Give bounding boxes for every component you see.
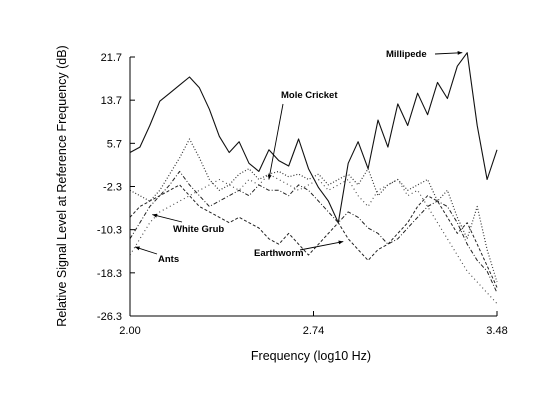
series-line-earthworm bbox=[129, 184, 498, 288]
series-line-white-grub bbox=[129, 170, 498, 294]
x-tick-label: 2.74 bbox=[303, 325, 324, 337]
annotation-arrowhead-mole-cricket bbox=[267, 174, 272, 180]
annotation-arrow-earthworm bbox=[299, 241, 344, 251]
annotation-arrowhead-earthworm bbox=[338, 240, 344, 245]
x-axis-title: Frequency (log10 Hz) bbox=[251, 349, 371, 363]
y-tick-label: 13.7 bbox=[101, 95, 122, 107]
y-axis-title: Relative Signal Level at Reference Frequ… bbox=[55, 45, 69, 326]
annotation-mole-cricket: Mole Cricket bbox=[281, 90, 338, 101]
annotation-arrow-white-grub bbox=[152, 214, 183, 223]
annotation-ants: Ants bbox=[158, 254, 179, 265]
y-tick-label: -2.3 bbox=[103, 182, 122, 194]
y-tick-label: 21.7 bbox=[101, 52, 122, 64]
y-tick-label: -10.3 bbox=[97, 225, 122, 237]
x-tick-label: 3.48 bbox=[486, 325, 507, 337]
series-line-mole-cricket bbox=[129, 138, 498, 283]
y-tick-label: -26.3 bbox=[97, 311, 122, 323]
series-lines bbox=[129, 52, 498, 304]
annotations: Millipede Mole Cricket White Grub Earthworm… bbox=[134, 49, 463, 265]
tick-labels: 21.7 13.7 5.7 -2.3 -10.3 -18.3 -26.3 2.00 2.74 3.… bbox=[97, 52, 508, 337]
annotation-arrowhead-white-grub bbox=[152, 213, 158, 218]
series-line-millipede bbox=[129, 52, 498, 224]
annotation-millipede: Millipede bbox=[386, 49, 427, 60]
y-tick-label: -18.3 bbox=[97, 268, 122, 280]
annotation-white-grub: White Grub bbox=[173, 224, 224, 235]
x-tick-label: 2.00 bbox=[119, 325, 140, 337]
annotation-arrowhead-ants bbox=[134, 246, 140, 251]
annotation-arrow-mole-cricket bbox=[268, 103, 284, 180]
annotation-arrowhead-millipede bbox=[457, 50, 463, 55]
series-line-ants bbox=[129, 173, 498, 304]
y-tick-label: 5.7 bbox=[107, 138, 122, 150]
annotation-earthworm: Earthworm bbox=[254, 248, 304, 259]
